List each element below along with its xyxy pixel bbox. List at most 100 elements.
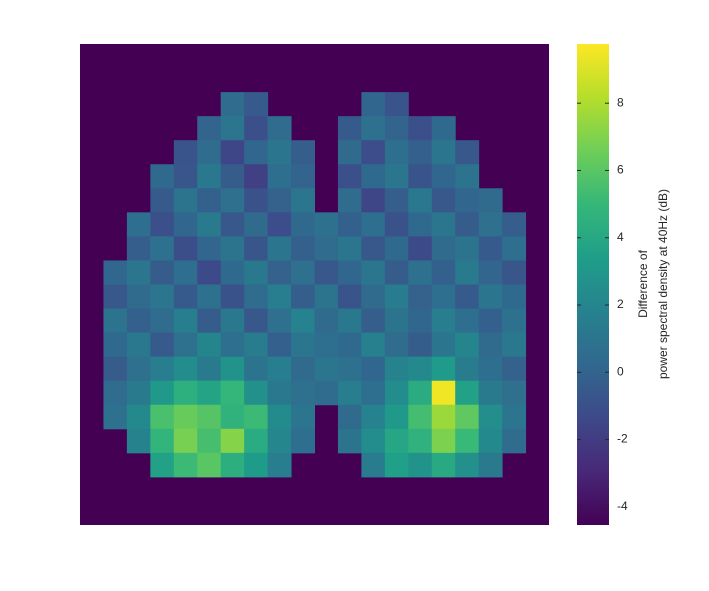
heatmap-cell (455, 236, 480, 261)
heatmap-cell (431, 404, 456, 430)
heatmap-cell (103, 284, 128, 310)
heatmap-cell (455, 308, 480, 334)
heatmap-cell (197, 188, 222, 213)
heatmap-cell (244, 236, 269, 261)
heatmap-cell (431, 260, 456, 285)
heatmap-cell (150, 212, 175, 237)
heatmap-cell (384, 164, 409, 189)
heatmap-cell (173, 356, 198, 382)
heatmap-cell (478, 356, 503, 382)
heatmap-cell (150, 332, 175, 358)
heatmap-cell (455, 260, 480, 285)
heatmap-cell (431, 428, 456, 454)
heatmap-cell (361, 404, 386, 430)
heatmap-cell (408, 428, 433, 454)
heatmap-cell (220, 188, 245, 213)
heatmap-cell (220, 380, 245, 406)
heatmap-cell (502, 308, 527, 334)
heatmap-cell (502, 260, 527, 285)
heatmap-cell (220, 356, 245, 382)
heatmap-cell (150, 188, 175, 213)
heatmap-cell (455, 452, 480, 478)
heatmap-cell (361, 212, 386, 237)
heatmap-cell (384, 116, 409, 141)
heatmap-cell (314, 308, 339, 334)
heatmap-cell (173, 188, 198, 213)
heatmap-cell (314, 212, 339, 237)
heatmap-cell (455, 332, 480, 358)
heatmap-cell (220, 164, 245, 189)
heatmap-cell (337, 212, 362, 237)
heatmap-cell (478, 260, 503, 285)
heatmap-cell (408, 332, 433, 358)
heatmap-cell (244, 332, 269, 358)
heatmap-cell (361, 284, 386, 310)
heatmap-cell (502, 236, 527, 261)
colorbar-tick-label: 6 (617, 163, 624, 177)
heatmap-cell (197, 284, 222, 310)
heatmap-cell (291, 428, 315, 454)
heatmap-cell (267, 188, 292, 213)
colorbar-tick-label: 2 (617, 297, 624, 311)
heatmap-cell (173, 404, 198, 430)
heatmap-cell (244, 260, 269, 285)
heatmap-cell (431, 212, 456, 237)
heatmap-cell (267, 116, 292, 141)
heatmap-cell (361, 236, 386, 261)
heatmap-cell (267, 212, 292, 237)
heatmap-cell (361, 332, 386, 358)
heatmap-cell (197, 356, 222, 382)
heatmap-cell (384, 452, 409, 478)
heatmap-cell (455, 212, 480, 237)
heatmap-cell (126, 332, 151, 358)
heatmap-cell (361, 92, 386, 117)
heatmap-cell (502, 332, 527, 358)
heatmap-cell (150, 404, 175, 430)
heatmap-cell (431, 284, 456, 310)
heatmap-cell (502, 380, 527, 406)
heatmap-cell (126, 428, 151, 454)
heatmap-cell (384, 308, 409, 334)
heatmap-cell (197, 164, 222, 189)
heatmap-cell (408, 356, 433, 382)
heatmap-cell (291, 188, 315, 213)
heatmap-cell (291, 404, 315, 430)
colorbar-tick-label: -2 (617, 432, 628, 446)
colorbar-tick-label: -4 (617, 499, 628, 513)
heatmap-cell (103, 404, 128, 430)
heatmap-cell (502, 356, 527, 382)
colorbar (577, 44, 609, 525)
heatmap-cell (408, 236, 433, 261)
heatmap-cell (361, 188, 386, 213)
heatmap-cell (267, 380, 292, 406)
heatmap-cell (220, 428, 245, 454)
heatmap-cell (408, 260, 433, 285)
heatmap-cell (455, 140, 480, 165)
heatmap-cell (502, 212, 527, 237)
heatmap-cell (455, 164, 480, 189)
heatmap-cell (173, 428, 198, 454)
heatmap-cell (337, 332, 362, 358)
heatmap-cell (431, 236, 456, 261)
heatmap-cell (291, 380, 315, 406)
heatmap-cell (126, 404, 151, 430)
heatmap-cell (173, 260, 198, 285)
heatmap-cell (431, 116, 456, 141)
heatmap-cell (384, 356, 409, 382)
heatmap-cell (291, 260, 315, 285)
heatmap-cell (384, 404, 409, 430)
heatmap-cell (267, 164, 292, 189)
heatmap-cell (267, 404, 292, 430)
heatmap-cell (478, 212, 503, 237)
heatmap-cell (408, 380, 433, 406)
heatmap-cell (408, 212, 433, 237)
heatmap-cell (220, 140, 245, 165)
heatmap-cell (361, 356, 386, 382)
heatmap-cell (478, 380, 503, 406)
heatmap-cell (408, 308, 433, 334)
heatmap-cell (103, 260, 128, 285)
heatmap-cell (126, 212, 151, 237)
colorbar-tick-label: 4 (617, 230, 624, 244)
heatmap-cell (150, 236, 175, 261)
